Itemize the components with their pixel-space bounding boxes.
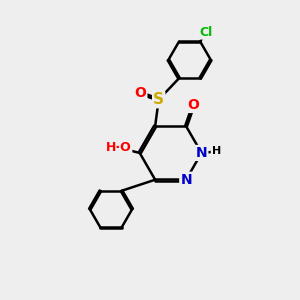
Text: O: O <box>134 86 146 100</box>
Text: N: N <box>180 173 192 187</box>
Text: S: S <box>153 92 164 107</box>
Text: O: O <box>188 98 200 112</box>
Text: Cl: Cl <box>199 26 212 39</box>
Text: H: H <box>212 146 221 157</box>
Text: H·O: H·O <box>106 141 131 154</box>
Text: N: N <box>196 146 207 160</box>
